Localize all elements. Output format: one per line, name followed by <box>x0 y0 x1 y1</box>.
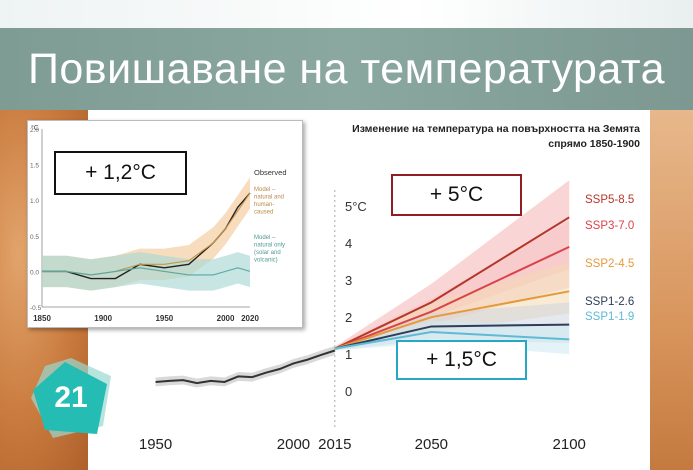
top-strip <box>0 0 693 28</box>
inset-x-tick-label: 2020 <box>241 314 259 323</box>
inset-y-tick-label: 1.0 <box>30 198 39 205</box>
inset-legend-label: Observed <box>254 168 287 177</box>
historical-line <box>155 349 336 385</box>
inset-series-line <box>42 267 251 276</box>
inset-y-unit: °C <box>31 124 39 132</box>
inset-x-tick-label: 1850 <box>33 314 51 323</box>
series-line <box>334 290 570 350</box>
inset-y-tick-label: 1.5 <box>30 163 39 170</box>
uncertainty-band <box>334 221 570 351</box>
callout-observed-warming: + 1,2°C <box>54 151 187 195</box>
x-tick-label: 2015 <box>318 436 351 453</box>
series-line <box>334 216 570 350</box>
inset-x-tick-label: 1950 <box>155 314 173 323</box>
y-tick-label: 3 <box>345 273 352 288</box>
x-tick-label: 2000 <box>277 436 310 453</box>
x-tick-label: 2100 <box>553 436 586 453</box>
series-label: SSP1-1.9 <box>585 311 634 323</box>
x-tick-label: 2050 <box>415 436 448 453</box>
inset-y-tick-label: 0.5 <box>30 234 39 241</box>
inset-x-tick-label: 1900 <box>94 314 112 323</box>
x-tick-label: 1950 <box>139 436 172 453</box>
series-line <box>334 323 570 350</box>
inset-legend-label: Model – natural only (solar and volcanic) <box>254 235 285 264</box>
inset-x-tick-label: 2000 <box>217 314 235 323</box>
series-label: SSP5-8.5 <box>585 194 634 206</box>
inset-model-band <box>42 252 250 291</box>
y-tick-label: 4 <box>345 236 352 251</box>
slide-number: 21 <box>54 381 88 414</box>
inset-y-tick-label: -0.5 <box>30 305 42 312</box>
inset-y-tick-label: 0.0 <box>30 269 39 276</box>
series-line <box>334 330 570 350</box>
slide-number-badge <box>31 358 111 438</box>
inset-legend-label: Model – natural and human-caused <box>254 187 284 216</box>
callout-high-scenario: + 5°C <box>391 174 522 216</box>
y-tick-label: 2 <box>345 310 352 325</box>
series-label: SSP1-2.6 <box>585 296 634 308</box>
series-label: SSP3-7.0 <box>585 220 634 232</box>
inset-chart: °C -0.5 0.0 0.5 1.0 1.5 2.0 1850 1900 1950 2000 202… <box>30 124 287 323</box>
slide-title: Повишаване на температурата <box>27 44 666 93</box>
y-tick-label: 1 <box>345 347 352 362</box>
inset-y-tick-label: 2.0 <box>30 127 39 134</box>
callout-low-scenario: + 1,5°C <box>396 340 527 380</box>
observed-inset-chart: °C -0.5 0.0 0.5 1.0 1.5 2.0 1850 1900 1950 2000 202… <box>27 120 303 328</box>
title-bar: Повишаване на температурата <box>0 28 693 110</box>
y-tick-label: 5°C <box>345 199 367 214</box>
series-line <box>334 245 570 350</box>
inset-series-line <box>42 192 251 280</box>
y-tick-label: 0 <box>345 384 352 399</box>
series-label: SSP2-4.5 <box>585 258 634 270</box>
chart-title: Изменение на температура на повърхността… <box>352 123 640 150</box>
historical-band <box>155 346 335 388</box>
